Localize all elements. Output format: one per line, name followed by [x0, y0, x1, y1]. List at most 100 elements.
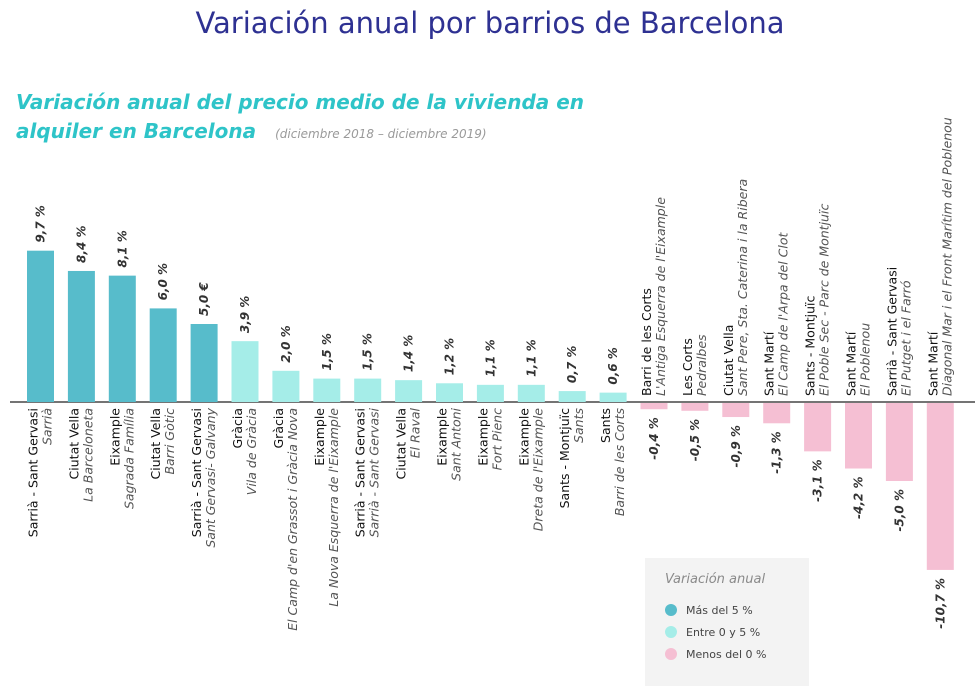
district-label-2: Ciutat Vella — [66, 408, 81, 479]
value-label-21: -4,2 % — [852, 477, 866, 519]
bar-18 — [722, 403, 750, 418]
value-label-22: -5,0 % — [892, 489, 906, 531]
value-label-16: -0,4 % — [647, 417, 661, 459]
district-label-13: Eixample — [516, 408, 531, 466]
neighborhood-label-7: El Camp d'en Grassot i Gràcia Nova — [285, 408, 300, 631]
value-label-7: 2,0 % — [279, 325, 293, 362]
bar-23 — [926, 403, 954, 570]
value-label-2: 8,4 % — [74, 225, 88, 262]
bar-10 — [395, 380, 423, 402]
neighborhood-label-22: El Putget i el Farró — [898, 280, 913, 396]
neighborhood-label-20: El Poble Sec - Parc de Montjuïc — [817, 204, 832, 396]
bar-2 — [67, 270, 95, 402]
district-label-7: Gràcia — [271, 408, 286, 449]
value-label-6: 3,9 % — [238, 296, 252, 333]
district-label-8: Eixample — [312, 408, 327, 466]
value-label-17: -0,5 % — [688, 419, 702, 461]
bar-6 — [231, 341, 259, 402]
neighborhood-label-12: Fort Pienc — [489, 408, 504, 470]
value-label-13: 1,1 % — [524, 339, 538, 376]
neighborhood-label-9: Sarrià - Sant Gervasi — [367, 407, 382, 537]
neighborhood-label-4: Barri Gòtic — [162, 408, 177, 475]
legend-label-mid: Entre 0 y 5 % — [686, 625, 761, 639]
value-label-8: 1,5 % — [320, 333, 334, 370]
bar-19 — [763, 403, 791, 424]
value-label-20: -3,1 % — [811, 459, 825, 501]
legend-swatch-high — [665, 604, 677, 616]
legend-label-neg: Menos del 0 % — [686, 647, 767, 661]
value-label-4: 6,0 % — [156, 263, 170, 300]
neighborhood-label-15: Barri de les Corts — [612, 408, 627, 517]
district-label-4: Ciutat Vella — [148, 408, 163, 479]
district-label-17: Les Corts — [680, 338, 695, 396]
district-label-19: Sant Martí — [762, 331, 777, 396]
chart-title: Variación anual del precio medio de la v… — [16, 90, 585, 143]
district-label-3: Eixample — [107, 408, 122, 466]
value-label-15: 0,6 % — [606, 347, 620, 384]
district-label-10: Ciutat Vella — [394, 408, 409, 479]
legend-swatch-mid — [665, 626, 677, 638]
legend-label-high: Más del 5 % — [686, 603, 753, 617]
value-label-3: 8,1 % — [115, 230, 129, 267]
legend-item-mid: Entre 0 y 5 % — [665, 621, 809, 643]
bar-16 — [640, 403, 668, 410]
value-label-19: -1,3 % — [770, 431, 784, 473]
neighborhood-label-3: Sagrada Família — [121, 408, 136, 509]
neighborhood-label-1: Sarrià — [40, 408, 55, 445]
district-label-20: Sants - Montjuïc — [803, 295, 818, 396]
value-label-1: 9,7 % — [34, 205, 48, 242]
bar-5 — [190, 324, 218, 402]
neighborhood-label-8: La Nova Esquerra de l'Eixample — [326, 408, 341, 607]
bar-14 — [558, 391, 586, 402]
chart-subtitle: (diciembre 2018 – diciembre 2019) — [275, 127, 487, 141]
neighborhood-label-13: Dreta de l'Eixample — [530, 408, 545, 532]
district-label-23: Sant Martí — [925, 331, 940, 396]
bar-1 — [27, 250, 54, 402]
chart-heading: Variación anual del precio medio de la v… — [16, 88, 616, 149]
value-label-18: -0,9 % — [729, 425, 743, 467]
page-title: Variación anual por barrios de Barcelona — [195, 6, 785, 40]
bar-13 — [517, 384, 545, 402]
district-label-18: Ciutat Vella — [721, 325, 736, 396]
bar-17 — [681, 403, 709, 411]
value-label-23: -10,7 % — [933, 578, 947, 629]
legend-title: Variación anual — [665, 572, 766, 587]
value-label-14: 0,7 % — [565, 346, 579, 383]
legend-swatch-neg — [665, 648, 677, 660]
neighborhood-label-23: Diagonal Mar i el Front Marítim del Pobl… — [939, 117, 954, 396]
neighborhood-label-19: El Camp de l'Arpa del Clot — [776, 231, 791, 396]
district-label-5: Sarrià - Sant Gervasi — [189, 408, 204, 537]
district-label-22: Sarrià - Sant Gervasi — [884, 267, 899, 396]
district-label-6: Gràcia — [230, 408, 245, 449]
bar-15 — [599, 392, 627, 402]
bar-22 — [885, 403, 913, 481]
value-label-9: 1,5 % — [361, 333, 375, 370]
district-label-14: Sants - Montjuïc — [557, 408, 572, 509]
neighborhood-label-18: Sant Pere, Sta. Caterina i la Ribera — [735, 179, 750, 396]
bar-21 — [845, 403, 872, 469]
district-label-21: Sant Martí — [844, 331, 859, 396]
district-label-9: Sarrià - Sant Gervasi — [353, 408, 368, 537]
district-label-1: Sarrià - Sant Gervasi — [26, 408, 41, 537]
neighborhood-label-16: L'Antiga Esquerra de l'Eixample — [653, 197, 668, 396]
neighborhood-label-10: El Raval — [408, 407, 423, 458]
district-label-12: Eixample — [475, 408, 490, 466]
neighborhood-label-2: La Barceloneta — [80, 408, 95, 502]
bar-4 — [149, 308, 177, 402]
value-label-11: 1,2 % — [443, 338, 457, 375]
value-label-10: 1,4 % — [402, 335, 416, 372]
bar-7 — [272, 370, 300, 402]
neighborhood-label-6: Vila de Gràcia — [244, 408, 259, 495]
district-label-16: Barri de les Corts — [639, 288, 654, 396]
bar-12 — [476, 384, 504, 402]
legend-item-high: Más del 5 % — [665, 599, 809, 621]
neighborhood-label-17: Pedralbes — [694, 334, 709, 396]
bar-11 — [436, 383, 463, 402]
bar-8 — [313, 378, 341, 402]
neighborhood-label-5: Sant Gervasi- Galvany — [203, 407, 218, 547]
neighborhood-label-11: Sant Antoni — [449, 407, 464, 480]
legend-item-neg: Menos del 0 % — [665, 643, 809, 665]
neighborhood-label-14: Sants — [571, 408, 586, 443]
bar-3 — [108, 275, 136, 402]
